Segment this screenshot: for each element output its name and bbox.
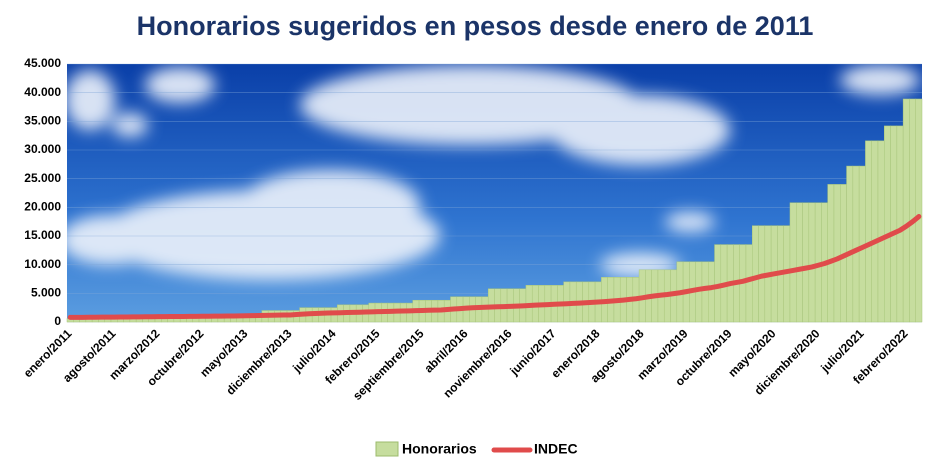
bar — [877, 140, 885, 323]
bar — [808, 202, 816, 323]
legend: Honorarios INDEC — [375, 441, 578, 457]
bar — [909, 98, 916, 323]
chart-title: Honorarios sugeridos en pesos desde ener… — [137, 11, 814, 41]
bar — [833, 184, 841, 323]
bar — [865, 140, 872, 323]
bar — [802, 202, 810, 323]
y-tick-label: 25.000 — [24, 171, 61, 185]
bar — [871, 140, 879, 323]
bar — [789, 202, 797, 323]
y-tick-label: 35.000 — [24, 114, 61, 128]
y-tick-label: 10.000 — [24, 257, 61, 271]
bar — [890, 125, 898, 323]
bar — [846, 165, 854, 323]
bar — [701, 261, 709, 323]
legend-swatch — [375, 441, 399, 457]
bar — [745, 244, 753, 323]
legend-label: Honorarios — [402, 441, 477, 457]
y-tick-label: 45.000 — [24, 56, 61, 70]
bar — [852, 165, 860, 323]
y-tick-label: 0 — [54, 314, 61, 328]
y-tick-label: 40.000 — [24, 85, 61, 99]
legend-label: INDEC — [534, 441, 578, 457]
bar — [796, 202, 803, 323]
sky-background — [67, 64, 922, 322]
plot-area — [66, 63, 923, 323]
bar — [902, 98, 910, 323]
bar — [915, 98, 923, 323]
y-tick-label: 15.000 — [24, 228, 61, 242]
bar — [884, 125, 891, 323]
line — [67, 214, 922, 320]
bar — [896, 125, 904, 323]
y-tick-label: 5.000 — [31, 286, 61, 300]
y-tick-label: 20.000 — [24, 200, 61, 214]
bar — [708, 261, 715, 323]
bar — [827, 184, 835, 323]
bar — [752, 225, 759, 323]
bar — [714, 244, 722, 323]
y-tick-label: 30.000 — [24, 142, 61, 156]
